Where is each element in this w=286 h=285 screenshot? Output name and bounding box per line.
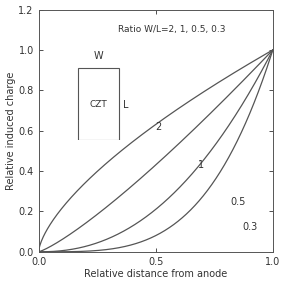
Text: 1: 1 <box>198 160 204 170</box>
Text: 2: 2 <box>156 122 162 132</box>
X-axis label: Relative distance from anode: Relative distance from anode <box>84 269 227 280</box>
Text: 0.5: 0.5 <box>231 197 246 207</box>
Text: 0.3: 0.3 <box>242 221 258 232</box>
Y-axis label: Relative induced charge: Relative induced charge <box>5 72 15 190</box>
Text: Ratio W/L=2, 1, 0.5, 0.3: Ratio W/L=2, 1, 0.5, 0.3 <box>118 25 226 34</box>
